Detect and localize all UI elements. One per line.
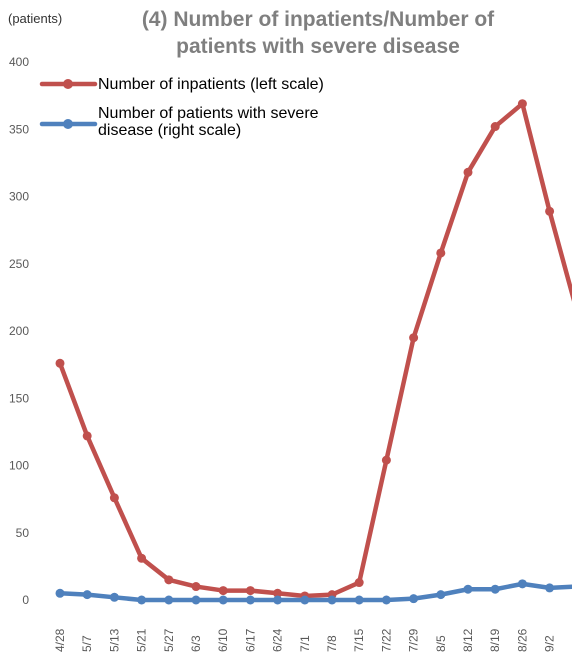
y-tick-label: 0 <box>22 593 29 607</box>
data-point <box>490 584 500 594</box>
legend-marker-1 <box>63 79 73 89</box>
data-point <box>245 595 255 605</box>
x-tick-label: 8/26 <box>515 628 529 652</box>
data-point <box>409 594 419 604</box>
data-point <box>245 586 255 596</box>
data-point <box>109 592 119 602</box>
y-tick-label: 300 <box>9 190 29 204</box>
data-point <box>436 248 446 258</box>
data-point <box>545 583 555 593</box>
data-point <box>490 122 500 132</box>
data-point <box>517 579 527 589</box>
x-tick-label: 5/21 <box>135 628 149 652</box>
x-tick-label: 6/3 <box>189 635 203 652</box>
data-point <box>381 595 391 605</box>
x-tick-label: 5/27 <box>162 628 176 652</box>
data-point <box>463 167 473 177</box>
data-point <box>300 595 310 605</box>
x-tick-label: 6/10 <box>216 628 230 652</box>
x-tick-label: 6/17 <box>243 628 257 652</box>
series-line-2 <box>57 581 572 603</box>
data-point <box>354 578 364 588</box>
x-tick-label: 9/9 <box>570 635 572 652</box>
data-point <box>436 590 446 600</box>
x-tick-label: 9/2 <box>543 635 557 652</box>
y-tick-label: 350 <box>9 122 29 136</box>
x-tick-label: 7/15 <box>352 628 366 652</box>
y-tick-label: 150 <box>9 391 29 405</box>
legend-marker-2 <box>63 119 73 129</box>
y-tick-label: 50 <box>16 526 30 540</box>
x-tick-label: 5/13 <box>107 628 121 652</box>
data-point <box>82 590 92 600</box>
data-point <box>409 333 419 343</box>
legend-label-1: Number of inpatients (left scale) <box>98 76 324 93</box>
y-tick-label: 200 <box>9 324 29 338</box>
legend-label-2: Number of patients with severe disease (r… <box>98 105 319 139</box>
data-point <box>191 582 201 592</box>
x-tick-label: 7/8 <box>325 635 339 652</box>
data-point <box>545 206 555 216</box>
x-tick-label: 7/29 <box>407 628 421 652</box>
data-point <box>218 586 228 596</box>
x-tick-label: 7/1 <box>298 635 312 652</box>
data-point <box>354 595 364 605</box>
series-line-1 <box>57 101 572 599</box>
data-point <box>273 588 283 598</box>
y-tick-label: 250 <box>9 257 29 271</box>
data-point <box>191 595 201 605</box>
data-point <box>164 575 174 585</box>
data-point <box>137 595 147 605</box>
x-tick-label: 7/22 <box>379 628 393 652</box>
data-point <box>327 595 337 605</box>
data-point <box>109 493 119 503</box>
x-tick-label: 8/5 <box>434 635 448 652</box>
data-point <box>164 595 174 605</box>
data-point <box>218 595 228 605</box>
data-point <box>82 431 92 441</box>
y-tick-label: 100 <box>9 459 29 473</box>
y-tick-label: 400 <box>9 55 29 69</box>
data-point <box>517 99 527 109</box>
data-point <box>137 553 147 563</box>
data-point <box>55 588 65 598</box>
data-point <box>55 358 65 368</box>
x-tick-label: 8/12 <box>461 628 475 652</box>
data-point <box>273 595 283 605</box>
y-axis-unit-label: (patients) <box>8 11 63 26</box>
x-tick-label: 4/28 <box>53 628 67 652</box>
data-point <box>463 584 473 594</box>
data-point <box>381 455 391 465</box>
chart-title: (4) Number of inpatients/Number of patie… <box>141 8 495 58</box>
x-tick-label: 6/24 <box>271 628 285 652</box>
x-tick-label: 5/7 <box>80 635 94 652</box>
x-tick-label: 8/19 <box>488 628 502 652</box>
